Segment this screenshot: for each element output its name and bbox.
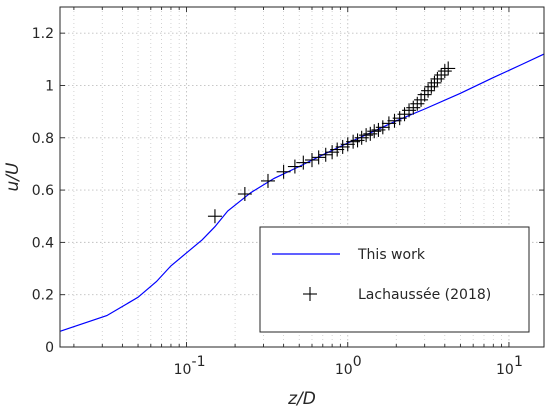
data-point-plus — [330, 142, 345, 157]
data-point-plus — [410, 96, 425, 111]
series-layer — [59, 53, 545, 332]
data-point-plus — [381, 116, 396, 131]
legend-box — [259, 226, 530, 333]
data-point-plus — [304, 153, 319, 167]
y-tick-label: 1.2 — [32, 26, 54, 42]
x-tick-label: 10 — [335, 362, 353, 378]
x-axis-label: z/D — [287, 389, 316, 409]
legend: This work Lachaussée (2018) — [259, 226, 530, 333]
x-tick-label-exponent: 0 — [353, 354, 362, 370]
data-point-plus — [434, 68, 449, 82]
data-point-plus — [375, 120, 390, 135]
y-tick-label: 0 — [45, 340, 54, 356]
tick-labels: 00.20.40.60.811.210 -1 10 0 10 1 — [32, 26, 523, 378]
data-point-plus — [417, 87, 432, 102]
data-point-plus — [311, 150, 326, 165]
data-point-plus — [276, 164, 291, 179]
data-point-plus — [207, 209, 222, 224]
data-point-plus — [287, 159, 302, 174]
data-point-plus — [318, 147, 333, 162]
data-point-plus — [260, 173, 275, 188]
y-tick-label: 0.2 — [32, 288, 54, 304]
plot-frame — [59, 6, 545, 348]
data-point-plus — [237, 187, 252, 201]
ticks — [60, 7, 544, 348]
x-tick-label: 10 — [174, 362, 192, 378]
data-point-plus — [427, 75, 442, 90]
data-point-plus — [406, 100, 421, 115]
y-tick-label: 0.6 — [32, 183, 54, 199]
data-point-plus — [296, 155, 311, 170]
legend-label-this-work: This work — [357, 247, 426, 263]
data-point-plus — [430, 71, 445, 86]
data-point-plus — [424, 79, 439, 94]
series-markers-lachaussee — [207, 61, 456, 224]
x-tick-label-exponent: -1 — [192, 354, 206, 370]
data-point-plus — [363, 126, 378, 141]
data-point-plus — [441, 61, 456, 76]
x-tick-label: 10 — [496, 362, 514, 378]
legend-plus-marker-icon — [303, 287, 317, 301]
y-tick-label: 0.4 — [32, 235, 54, 251]
y-tick-label: 0.8 — [32, 131, 54, 147]
legend-label-lachaussee: Lachaussée (2018) — [358, 287, 491, 303]
series-line-this-work — [59, 53, 545, 332]
data-point-plus — [340, 137, 355, 152]
data-point-plus — [421, 83, 436, 98]
data-point-plus — [437, 64, 452, 79]
y-tick-label: 1 — [45, 78, 54, 94]
x-tick-label-exponent: 1 — [514, 354, 523, 370]
y-axis-label: u/U — [3, 162, 23, 192]
data-point-plus — [414, 92, 429, 107]
